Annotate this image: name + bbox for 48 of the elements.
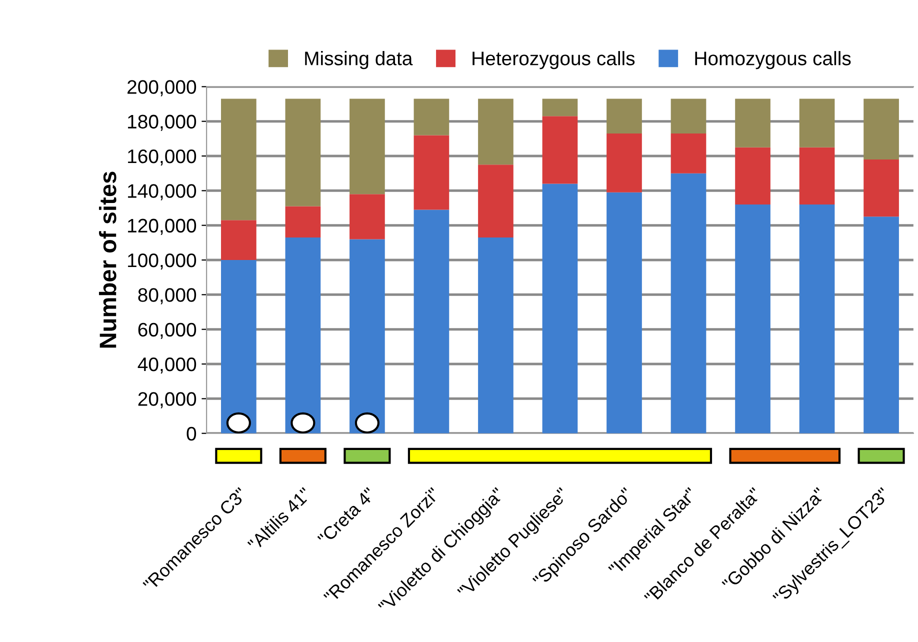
bar (350, 239, 385, 434)
bar (864, 98, 899, 160)
bar (350, 194, 385, 240)
bar (799, 147, 835, 205)
legend-label: Homozygous calls (695, 51, 851, 70)
bar (221, 220, 256, 260)
bar (542, 184, 578, 434)
y-tick-label: 80,000 (138, 288, 196, 304)
bar (285, 206, 321, 238)
bar (735, 204, 770, 434)
bar (221, 98, 256, 220)
bar (478, 237, 514, 434)
bar (864, 159, 899, 217)
bar (478, 164, 514, 238)
y-tick-label: 200,000 (128, 80, 196, 96)
bar (735, 147, 770, 205)
bar (478, 98, 514, 165)
legend-label: Missing data (305, 51, 413, 70)
bar (414, 98, 450, 136)
bar (799, 98, 835, 148)
y-axis-title: Number of sites (98, 172, 116, 348)
bar (799, 204, 835, 434)
bar (670, 173, 706, 434)
bar (221, 260, 256, 434)
bar (542, 98, 578, 116)
bar (350, 98, 385, 194)
bar (285, 98, 321, 206)
y-tick-label: 120,000 (128, 218, 196, 235)
bar (542, 116, 578, 184)
legend-label: Heterozygous calls (472, 51, 635, 70)
bar (670, 133, 706, 174)
y-tick-label: 160,000 (128, 149, 196, 166)
y-tick-label: 140,000 (128, 184, 196, 200)
bar (864, 216, 899, 434)
bar (414, 135, 450, 210)
y-tick-label: 0 (186, 426, 196, 441)
y-tick-label: 20,000 (138, 392, 196, 408)
bar (606, 98, 642, 134)
y-tick-label: 40,000 (138, 357, 196, 374)
bar (414, 210, 450, 434)
y-tick-label: 60,000 (138, 322, 196, 339)
bar (606, 133, 642, 192)
y-tick-label: 100,000 (128, 253, 196, 270)
y-tick-label: 180,000 (128, 114, 196, 131)
bar (670, 98, 706, 134)
bar (735, 98, 770, 148)
bar (606, 192, 642, 434)
bar (285, 237, 321, 434)
